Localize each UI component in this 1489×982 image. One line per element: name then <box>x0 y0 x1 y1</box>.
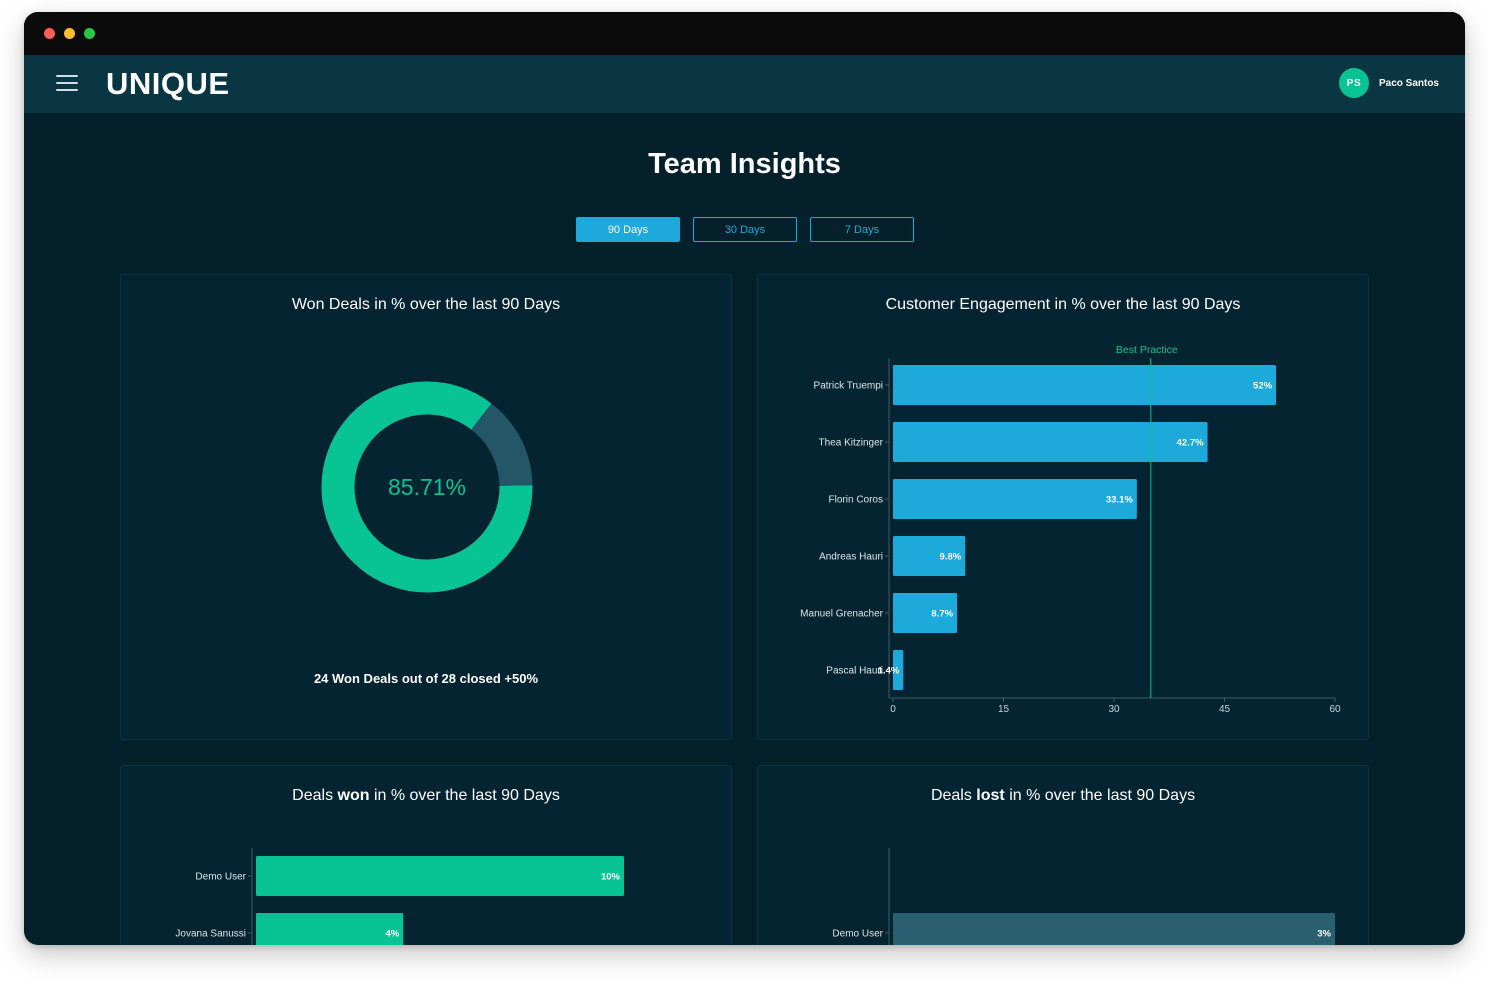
y-category-label: Pascal Hauri <box>826 666 883 677</box>
deals-won-title-pre: Deals <box>292 787 338 804</box>
deals-lost-title: Deals lost in % over the last 90 Days <box>758 786 1368 806</box>
y-category-label: Jovana Sanussi <box>175 929 246 940</box>
avatar: PS <box>1338 68 1369 98</box>
bar-value-label: 33.1% <box>1106 495 1133 506</box>
bar-andreas-hauri <box>893 536 966 576</box>
hamburger-menu-icon[interactable] <box>56 72 78 94</box>
x-tick-label: 45 <box>1219 704 1231 715</box>
y-category-label: Thea Kitzinger <box>819 438 884 449</box>
bar-value-label: 42.7% <box>1177 438 1204 449</box>
deals-lost-bar-chart: Demo User 3% <box>832 848 1335 945</box>
bar-demo-user <box>256 856 624 896</box>
bar-thea-kitzinger <box>893 422 1208 462</box>
deals-lost-title-post: in % over the last 90 Days <box>1004 787 1196 804</box>
bar-value-label: 1.4% <box>878 666 900 677</box>
customer-engagement-bar-chart: 0 15 30 45 60 Patrick Truempi 52% Thea Kitzinge… <box>800 344 1341 715</box>
maximize-window-dot[interactable] <box>84 28 95 39</box>
won-deals-summary: 24 Won Deals out of 28 closed +50% <box>313 671 539 686</box>
x-tick-label: 60 <box>1329 704 1341 715</box>
x-tick-label: 15 <box>998 704 1010 715</box>
y-category-label: Florin Coros <box>829 495 883 506</box>
user-name: Paco Santos <box>1378 77 1439 89</box>
x-tick-label: 0 <box>890 704 896 715</box>
bar-patrick-truempi <box>893 365 1277 405</box>
close-window-dot[interactable] <box>44 28 55 39</box>
user-menu[interactable]: PS Paco Santos <box>1338 68 1439 98</box>
deals-won-card: Deals won in % over the last 90 Days Dem… <box>120 765 732 945</box>
time-range-filters: 90 Days 30 Days 7 Days <box>576 217 914 242</box>
filter-30-days-button[interactable]: 30 Days <box>693 217 797 242</box>
y-category-label: Demo User <box>832 929 883 940</box>
y-category-label: Patrick Truempi <box>814 381 883 392</box>
y-category-label: Manuel Grenacher <box>800 609 883 620</box>
bar-florin-coros <box>893 479 1137 519</box>
app-logo[interactable]: UNIQUE <box>106 66 230 101</box>
x-tick-label: 30 <box>1108 704 1120 715</box>
won-deals-title: Won Deals in % over the last 90 Days <box>291 296 561 313</box>
donut-center-label: 85.71% <box>388 474 466 500</box>
y-category-label: Andreas Hauri <box>819 552 883 563</box>
deals-lost-card: Deals lost in % over the last 90 Days De… <box>757 765 1369 945</box>
bar-value-label: 9.8% <box>940 552 962 563</box>
bar-value-label: 52% <box>1253 381 1273 392</box>
app-header: UNIQUE PS Paco Santos <box>24 55 1465 113</box>
y-category-label: Demo User <box>195 872 246 883</box>
minimize-window-dot[interactable] <box>64 28 75 39</box>
bar-value-label: 4% <box>385 929 399 940</box>
filter-7-days-button[interactable]: 7 Days <box>810 217 914 242</box>
best-practice-label: Best Practice <box>1116 344 1178 356</box>
donut-slice-won <box>321 381 533 593</box>
filter-90-days-button[interactable]: 90 Days <box>576 217 680 242</box>
deals-lost-title-bold: lost <box>976 787 1005 804</box>
bar-value-label: 10% <box>601 872 621 883</box>
bar-value-label: 3% <box>1317 929 1331 940</box>
deals-won-title-post: in % over the last 90 Days <box>369 787 560 804</box>
browser-window: UNIQUE PS Paco Santos Team Insights 90 D… <box>24 12 1465 945</box>
bar-manuel-grenacher <box>893 593 958 633</box>
won-deals-card: Won Deals in % over the last 90 Days 85.… <box>120 274 732 740</box>
customer-engagement-card: Customer Engagement in % over the last 9… <box>757 274 1369 740</box>
deals-won-title-bold: won <box>337 787 370 804</box>
bar-value-label: 8.7% <box>931 609 953 620</box>
page-title: Team Insights <box>648 148 841 180</box>
bar-pascal-hauri <box>893 650 904 690</box>
deals-won-bar-chart: Demo User 10% Jovana Sanussi 4% <box>175 848 624 945</box>
window-titlebar <box>24 12 1465 55</box>
bar-demo-user <box>893 913 1335 945</box>
bar-jovana-sanussi <box>256 913 404 945</box>
deals-lost-title-pre: Deals <box>930 787 977 804</box>
customer-engagement-title: Customer Engagement in % over the last 9… <box>885 296 1241 313</box>
won-deals-donut-chart: 85.71% <box>321 381 533 593</box>
deals-won-title: Deals won in % over the last 90 Days <box>121 786 731 806</box>
